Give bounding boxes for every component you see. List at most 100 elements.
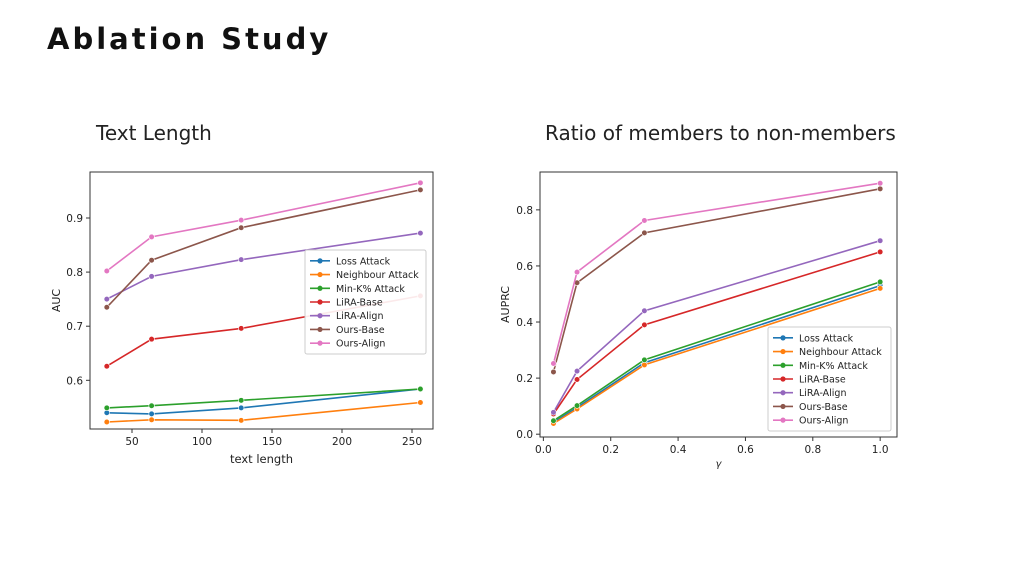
- data-point: [148, 416, 155, 423]
- series-line: [552, 182, 881, 364]
- legend-item-neighbour-attack: Neighbour Attack: [773, 347, 882, 358]
- data-point: [103, 363, 110, 370]
- legend-item-loss-attack: Loss Attack: [773, 333, 854, 344]
- legend-swatch-marker: [317, 326, 323, 333]
- data-point: [573, 269, 581, 276]
- legend-item-neighbour-attack: Neighbour Attack: [310, 270, 419, 281]
- series-lira-base: [550, 248, 884, 418]
- series-min-kpct-attack: [103, 385, 424, 411]
- x-axis-label: γ: [716, 459, 723, 470]
- data-point: [641, 356, 648, 363]
- legend-item-lira-align: LiRA-Align: [310, 311, 384, 322]
- x-tick-label: 150: [262, 436, 282, 448]
- legend-label: Min-K% Attack: [336, 284, 405, 295]
- legend-swatch-marker: [780, 390, 786, 396]
- y-tick-label: 0.4: [516, 317, 533, 329]
- legend-box: [304, 249, 427, 355]
- x-tick-label: 0.0: [535, 444, 552, 456]
- legend-item-lira-align: LiRA-Align: [773, 388, 847, 399]
- chart-2: 0.0 0.2 0.4 0.6 0.8 1.0 0.0 0.2 0.4 0.6 0.8 γ AUPRC L…: [499, 171, 898, 470]
- legend-label: Loss Attack: [799, 333, 854, 344]
- legend-label: LiRA-Align: [336, 311, 384, 322]
- x-tick-label: 50: [125, 436, 138, 448]
- legend-label: LiRA-Align: [799, 388, 847, 399]
- data-point: [550, 417, 557, 424]
- x-tick-label: 0.4: [670, 444, 687, 456]
- legend-label: LiRA-Base: [336, 298, 383, 309]
- y-tick-label: 0.6: [516, 261, 533, 273]
- legend-swatch-marker: [317, 285, 323, 291]
- x-tick-label: 0.6: [737, 444, 754, 456]
- legend-item-ours-base: Ours-Base: [773, 402, 848, 413]
- data-point: [417, 399, 424, 406]
- x-tick-label: 1.0: [872, 444, 889, 456]
- chart-1: 50 100 150 200 250 0.6 0.7 0.8 0.9 text length AUC…: [50, 171, 434, 466]
- series-line: [552, 251, 881, 415]
- y-tick-label: 0.6: [66, 375, 83, 387]
- y-axis-label: AUPRC: [499, 286, 512, 323]
- data-point: [641, 307, 648, 314]
- legend-label: Loss Attack: [336, 256, 391, 267]
- data-point: [103, 304, 110, 311]
- series-line: [106, 388, 421, 415]
- x-tick-label: 250: [402, 436, 422, 448]
- data-point: [238, 325, 245, 332]
- x-axis-label: text length: [230, 452, 293, 466]
- y-tick-label: 0.7: [66, 321, 83, 333]
- data-point: [877, 237, 884, 244]
- data-point: [148, 257, 155, 264]
- series-line: [106, 388, 421, 409]
- data-point: [103, 296, 110, 303]
- data-point: [148, 402, 155, 409]
- series-min-kpct-attack: [550, 278, 884, 424]
- data-point: [103, 404, 110, 411]
- y-tick-label: 0.8: [66, 267, 83, 279]
- legend-label: Ours-Align: [336, 339, 385, 350]
- legend-label: Ours-Align: [799, 416, 848, 427]
- legend-item-lira-base: LiRA-Base: [773, 375, 846, 386]
- data-point: [238, 224, 245, 231]
- legend-item-ours-base: Ours-Base: [310, 325, 385, 336]
- legend-swatch-marker: [317, 313, 323, 319]
- data-point: [877, 278, 884, 286]
- series-line: [106, 189, 421, 308]
- legend-swatch-marker: [317, 299, 323, 305]
- legend-item-ours-align: Ours-Align: [310, 339, 385, 350]
- legend-swatch-marker: [780, 335, 786, 341]
- series-line: [106, 182, 421, 272]
- series-line: [553, 284, 881, 424]
- data-point: [238, 217, 245, 224]
- data-point: [877, 285, 884, 292]
- y-tick-label: 0.2: [516, 373, 533, 385]
- data-point: [550, 368, 557, 376]
- data-point: [148, 410, 155, 417]
- data-point: [148, 336, 155, 343]
- data-point: [238, 417, 245, 424]
- y-tick-label: 0.0: [516, 429, 533, 441]
- legend: Loss Attack Neighbour Attack Min-K% Attack…: [767, 326, 892, 432]
- series-ours-base: [103, 186, 424, 311]
- data-point: [573, 368, 581, 375]
- legend-label: Neighbour Attack: [336, 270, 419, 281]
- data-point: [148, 273, 155, 280]
- data-point: [103, 267, 110, 275]
- legend-item-min-kpct-attack: Min-K% Attack: [310, 284, 405, 295]
- data-point: [417, 385, 424, 393]
- series-line: [553, 287, 881, 425]
- data-point: [417, 179, 424, 186]
- series-line: [553, 281, 881, 422]
- legend-swatch-marker: [780, 362, 786, 368]
- data-point: [103, 418, 110, 426]
- legend-label: Ours-Base: [336, 325, 385, 336]
- legend-label: Neighbour Attack: [799, 347, 882, 358]
- series-ours-align: [550, 180, 884, 367]
- data-point: [417, 186, 424, 193]
- x-tick-label: 0.8: [804, 444, 821, 456]
- series-ours-base: [550, 185, 884, 376]
- data-point: [641, 229, 648, 236]
- legend-box: [767, 326, 892, 432]
- data-point: [148, 233, 155, 241]
- series-line: [552, 239, 881, 413]
- data-point: [238, 397, 245, 404]
